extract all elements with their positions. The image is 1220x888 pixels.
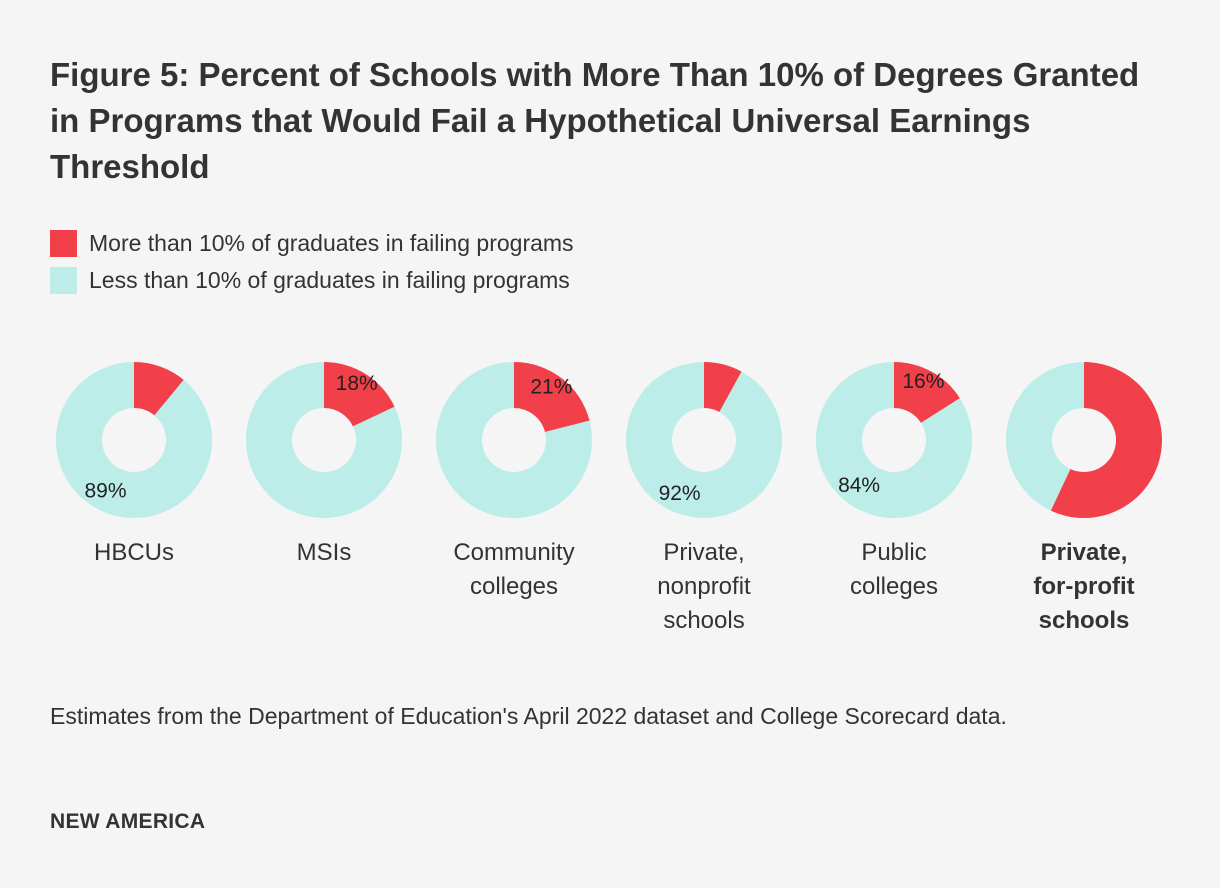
slice-more-1 [324, 362, 395, 427]
slice-more-5 [1050, 362, 1162, 518]
legend-swatch-more [50, 230, 77, 257]
data-label-more-1: 18% [336, 372, 378, 395]
donut-4 [815, 362, 972, 518]
category-label-line: schools [663, 607, 745, 634]
data-label-more-2: 21% [530, 375, 572, 398]
category-label-line: colleges [469, 573, 559, 600]
category-label-line: colleges [849, 573, 939, 600]
donut-5 [1005, 362, 1162, 518]
chart-title: Figure 5: Percent of Schools with More T… [50, 56, 1140, 185]
category-label-line: HBCUs [93, 539, 174, 566]
data-label-less-3: 92% [659, 482, 701, 505]
legend-item-more: More than 10% of graduates in failing pr… [50, 225, 574, 262]
data-label-less-0: 89% [84, 479, 126, 502]
category-label-line: MSIs [296, 539, 352, 566]
slice-less-0 [56, 362, 213, 518]
category-label-line: Public [861, 539, 927, 566]
category-label-1: MSIs [234, 536, 414, 570]
slice-more-3 [704, 362, 742, 412]
slice-more-2 [514, 362, 590, 433]
category-label-line: Community [453, 539, 575, 566]
legend-item-less: Less than 10% of graduates in failing pr… [50, 262, 574, 299]
data-label-more-4: 16% [902, 370, 944, 393]
category-label-line: Private, [663, 539, 745, 566]
slice-less-2 [436, 362, 593, 518]
donut-0 [56, 362, 213, 518]
donut-2 [436, 362, 593, 518]
source-note: Estimates from the Department of Educati… [50, 703, 1007, 729]
legend-swatch-less [50, 267, 77, 294]
slice-less-3 [625, 362, 782, 518]
legend-label-more: More than 10% of graduates in failing pr… [89, 230, 574, 256]
slice-more-0 [134, 362, 184, 416]
category-label-3: Private, nonprofit schools [614, 536, 794, 638]
category-label-0: HBCUs [44, 536, 224, 570]
donut-charts: 89% 18% 21% 92% 16% 84% [56, 362, 1162, 518]
donut-3 [625, 362, 782, 518]
slice-less-4 [815, 362, 972, 518]
category-label-line: nonprofit [657, 573, 751, 600]
category-label-5: Private, for-profit schools [994, 536, 1174, 638]
category-label-2: Community colleges [424, 536, 604, 604]
category-label-line: schools [1038, 607, 1130, 634]
slice-less-1 [246, 362, 403, 518]
category-label-line: for-profit [1033, 573, 1135, 600]
donut-1 [246, 362, 403, 518]
legend-label-less: Less than 10% of graduates in failing pr… [89, 267, 570, 293]
slice-more-4 [894, 362, 960, 423]
category-label-line: Private, [1040, 539, 1128, 566]
legend: More than 10% of graduates in failing pr… [50, 225, 574, 299]
data-label-less-4: 84% [838, 474, 880, 497]
brand-logo-text: NEW AMERICA [50, 810, 206, 833]
slice-less-5 [1005, 362, 1084, 511]
category-label-4: Public colleges [804, 536, 984, 604]
